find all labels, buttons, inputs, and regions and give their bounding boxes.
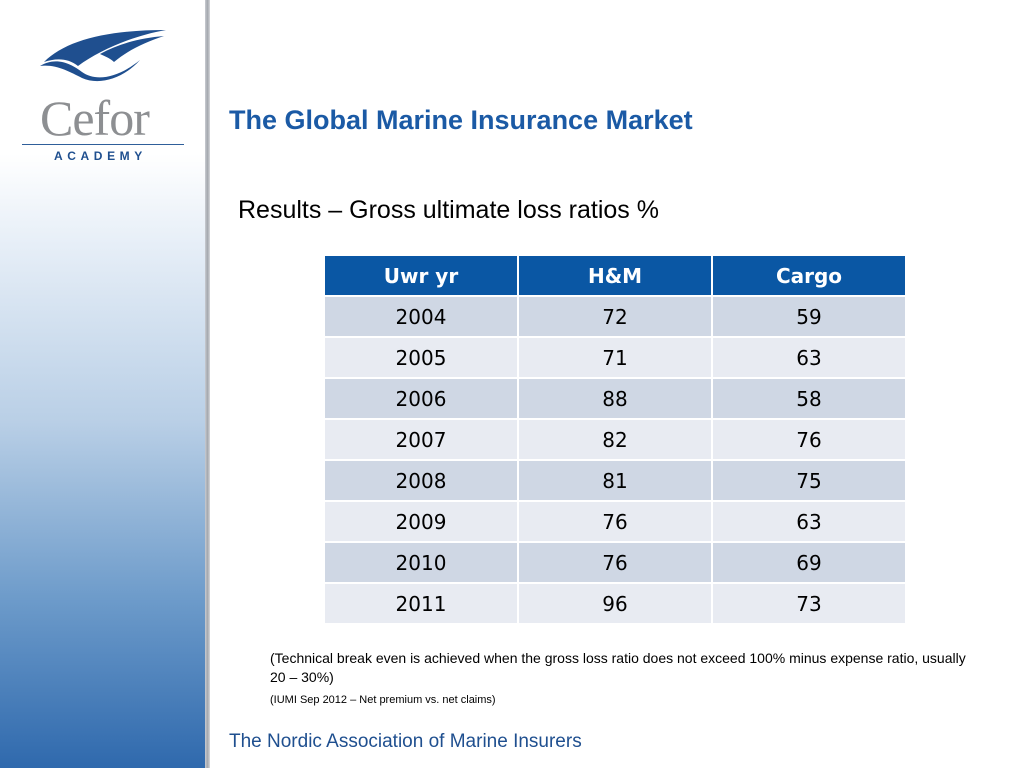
table-header-row: Uwr yr H&M Cargo: [323, 254, 907, 297]
table-cell-hm: 96: [517, 582, 713, 625]
page-title: The Global Marine Insurance Market: [229, 105, 693, 135]
section-subtitle: Results – Gross ultimate loss ratios %: [238, 196, 659, 224]
table-row: 2007 82 76: [323, 418, 907, 461]
table-cell-hm: 82: [517, 418, 713, 461]
column-header: H&M: [517, 254, 713, 297]
table-cell-cargo: 69: [711, 541, 907, 584]
table-cell-year: 2006: [323, 377, 519, 420]
table-cell-cargo: 63: [711, 500, 907, 543]
table-cell-year: 2004: [323, 295, 519, 338]
sidebar-divider: [205, 0, 210, 768]
table-cell-cargo: 58: [711, 377, 907, 420]
table-cell-cargo: 63: [711, 336, 907, 379]
table-row: 2005 71 63: [323, 336, 907, 379]
loss-ratio-table: Uwr yr H&M Cargo 2004 72 59 2005 71 63 2…: [323, 254, 907, 625]
column-header: Uwr yr: [323, 254, 519, 297]
table-cell-year: 2005: [323, 336, 519, 379]
cefor-logo: Cefor ACADEMY: [22, 28, 188, 168]
table-cell-hm: 81: [517, 459, 713, 502]
source-note: (IUMI Sep 2012 – Net premium vs. net cla…: [270, 694, 496, 706]
table-cell-year: 2009: [323, 500, 519, 543]
table-cell-hm: 71: [517, 336, 713, 379]
table-row: 2009 76 63: [323, 500, 907, 543]
table-cell-year: 2007: [323, 418, 519, 461]
table-cell-cargo: 76: [711, 418, 907, 461]
table-row: 2008 81 75: [323, 459, 907, 502]
table-cell-cargo: 75: [711, 459, 907, 502]
table-row: 2006 88 58: [323, 377, 907, 420]
wave-logo-icon: [40, 30, 166, 82]
sidebar-gradient: [0, 0, 205, 768]
table-cell-cargo: 59: [711, 295, 907, 338]
table-cell-year: 2010: [323, 541, 519, 584]
table-cell-hm: 76: [517, 541, 713, 584]
logo-wordmark: Cefor: [40, 90, 150, 146]
table-cell-hm: 76: [517, 500, 713, 543]
column-header: Cargo: [711, 254, 907, 297]
logo-subtitle: ACADEMY: [54, 149, 147, 163]
table-cell-hm: 72: [517, 295, 713, 338]
break-even-note: (Technical break even is achieved when t…: [270, 650, 966, 685]
logo-divider: [22, 144, 184, 145]
table-row: 2010 76 69: [323, 541, 907, 584]
table-row: 2004 72 59: [323, 295, 907, 338]
table-cell-year: 2008: [323, 459, 519, 502]
table-row: 2011 96 73: [323, 582, 907, 625]
table-cell-year: 2011: [323, 582, 519, 625]
footer-organization: The Nordic Association of Marine Insurer…: [229, 731, 582, 752]
table-cell-cargo: 73: [711, 582, 907, 625]
table-cell-hm: 88: [517, 377, 713, 420]
